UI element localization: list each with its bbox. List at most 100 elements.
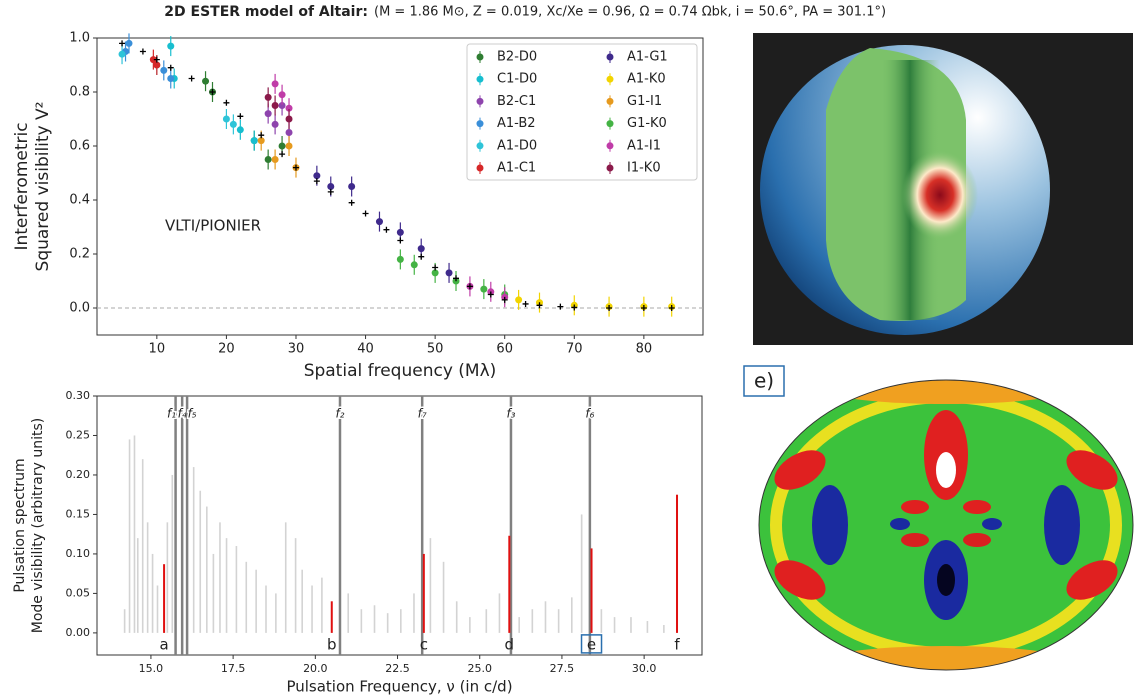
legend-label: A1-K0 bbox=[627, 72, 666, 87]
data-point bbox=[271, 102, 279, 109]
x-tick-label: 40 bbox=[357, 342, 374, 357]
plot-frame bbox=[96, 37, 704, 336]
spectrum-bar bbox=[347, 593, 350, 633]
spectrum-bar bbox=[128, 439, 131, 633]
legend-marker bbox=[476, 97, 484, 105]
selected-bar bbox=[330, 601, 333, 633]
map-lobe bbox=[1066, 450, 1118, 490]
y-axis-label: Pulsation spectrum bbox=[12, 458, 28, 592]
spectrum-bar bbox=[166, 522, 169, 633]
data-point bbox=[278, 91, 286, 99]
data-point bbox=[417, 245, 425, 253]
data-point bbox=[480, 285, 488, 293]
model-point bbox=[153, 56, 160, 63]
legend-label: G1-K0 bbox=[627, 116, 667, 131]
mode-label: f₆ bbox=[585, 407, 594, 421]
map-base bbox=[759, 380, 1133, 670]
model-point bbox=[466, 283, 473, 290]
mode-index-label: e bbox=[587, 635, 596, 653]
legend-label: I1-K0 bbox=[627, 161, 661, 176]
highlight-box bbox=[580, 634, 603, 654]
y-tick-label: 0.2 bbox=[69, 247, 90, 262]
legend-marker bbox=[606, 97, 614, 105]
y-tick-label: 0.10 bbox=[66, 547, 91, 560]
y-tick-label: 0.20 bbox=[66, 468, 91, 481]
mode-label: f₇ bbox=[418, 407, 427, 421]
spectrum-bar bbox=[151, 553, 154, 633]
spectrum-bar bbox=[321, 577, 323, 633]
y-tick-label: 0.00 bbox=[66, 626, 91, 639]
spectrum-bar bbox=[663, 624, 665, 633]
data-point bbox=[125, 39, 133, 47]
spectrum-bar bbox=[429, 538, 432, 633]
mode-index-label: b bbox=[327, 635, 337, 653]
data-point bbox=[264, 156, 272, 163]
x-tick-label: 30 bbox=[288, 342, 305, 357]
plot-frame bbox=[96, 395, 703, 656]
model-point bbox=[313, 178, 320, 185]
x-tick-label: 15.0 bbox=[139, 662, 164, 675]
spectrum-bar bbox=[600, 609, 603, 633]
model-point bbox=[418, 253, 425, 260]
spectrum-bar bbox=[123, 609, 126, 633]
model-point bbox=[237, 113, 244, 120]
spectrum-bar bbox=[518, 617, 520, 633]
model-point bbox=[167, 64, 174, 71]
model-point bbox=[606, 305, 613, 311]
spectrum-bar bbox=[544, 601, 547, 633]
x-tick-label: 10 bbox=[149, 342, 166, 357]
data-point bbox=[271, 156, 279, 163]
spectrum-bar bbox=[400, 609, 402, 633]
map-lobe bbox=[1044, 485, 1080, 565]
model-point bbox=[188, 75, 195, 82]
model-point bbox=[258, 132, 265, 139]
spectrum-bar bbox=[360, 609, 363, 633]
data-point bbox=[278, 102, 286, 109]
star-render-3d bbox=[753, 33, 1133, 345]
model-point bbox=[362, 210, 369, 217]
y-tick-label: 0.8 bbox=[69, 85, 90, 100]
selected-bar bbox=[676, 494, 679, 633]
legend-label: B2-D0 bbox=[497, 50, 537, 65]
spectrum-bar bbox=[146, 522, 149, 633]
legend-label: A1-D0 bbox=[497, 138, 537, 153]
model-point bbox=[640, 305, 647, 311]
map-dark-lobe bbox=[937, 564, 955, 596]
y-tick-label: 0.30 bbox=[66, 389, 91, 402]
spectrum-bar bbox=[646, 621, 649, 633]
model-point bbox=[487, 291, 494, 298]
map-lobe bbox=[890, 518, 910, 530]
spectrum-bar bbox=[219, 522, 221, 633]
model-point bbox=[223, 99, 230, 106]
mode-label: f₅ bbox=[188, 407, 197, 421]
model-point bbox=[571, 304, 578, 311]
data-point bbox=[118, 50, 126, 58]
x-tick-label: 70 bbox=[566, 342, 583, 357]
panel-label-box bbox=[743, 365, 785, 397]
y-axis-label: Interferometric bbox=[12, 122, 32, 250]
data-point bbox=[149, 56, 157, 64]
model-point bbox=[536, 302, 543, 309]
map-white-lobe bbox=[936, 452, 956, 488]
spectrum-bar bbox=[630, 617, 632, 633]
model-point bbox=[139, 48, 146, 55]
spectrum-bar bbox=[373, 605, 376, 633]
data-point bbox=[271, 80, 279, 88]
map-lobe bbox=[963, 500, 991, 514]
x-tick-label: 20.0 bbox=[303, 662, 328, 675]
legend-marker bbox=[606, 164, 614, 172]
legend-marker bbox=[606, 75, 614, 83]
data-point bbox=[348, 183, 356, 190]
data-point bbox=[153, 61, 161, 69]
data-point bbox=[396, 228, 404, 236]
data-point bbox=[285, 115, 293, 123]
model-point bbox=[292, 164, 299, 171]
spectrum-bar bbox=[613, 617, 616, 633]
model-point bbox=[501, 296, 508, 303]
mode-index-label: c bbox=[420, 635, 428, 653]
model-point bbox=[397, 237, 404, 244]
data-point bbox=[236, 126, 244, 134]
spectrum-bar bbox=[275, 593, 277, 633]
spectrum-bar bbox=[386, 613, 389, 633]
mode-index-label: a bbox=[159, 635, 168, 653]
